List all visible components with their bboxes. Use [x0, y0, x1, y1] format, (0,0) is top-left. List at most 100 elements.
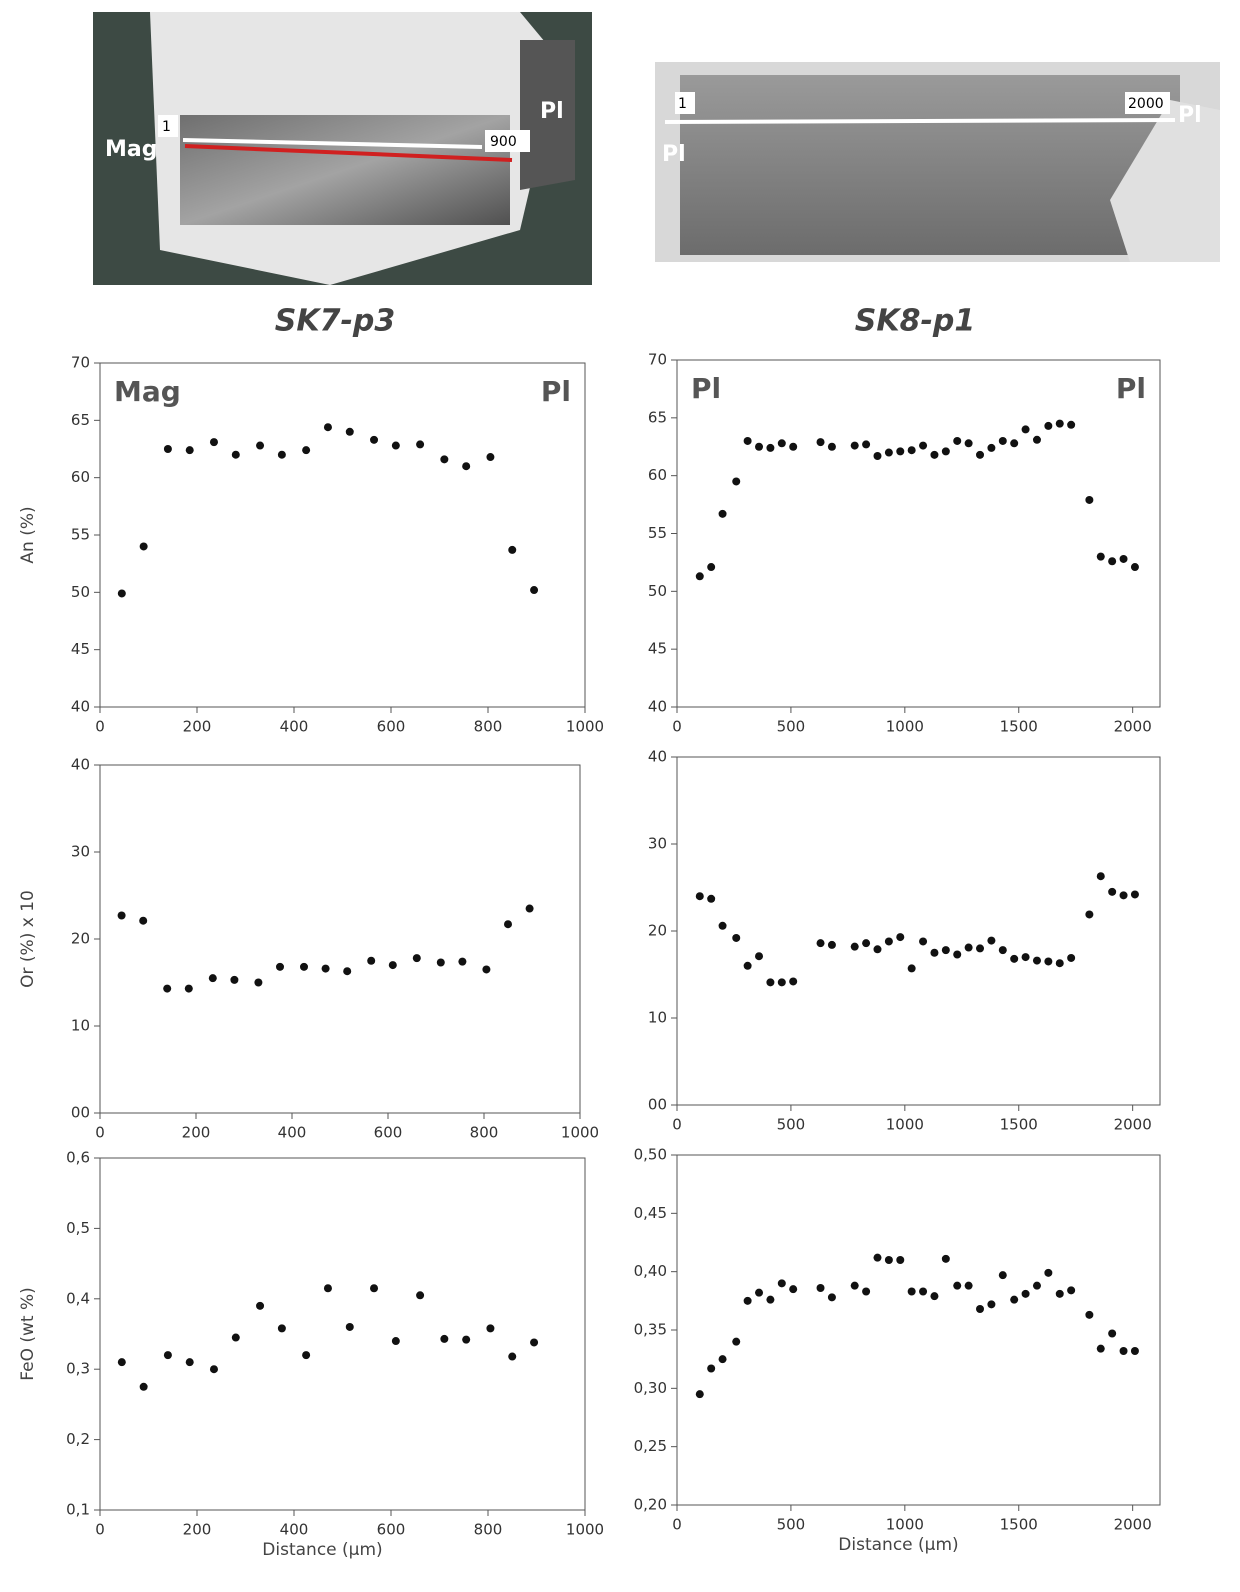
data-point — [230, 975, 239, 984]
data-point — [412, 954, 421, 963]
data-point — [1055, 419, 1064, 428]
y-tick-label: 40 — [648, 748, 667, 766]
data-point — [964, 439, 973, 448]
data-point — [1055, 1289, 1064, 1298]
data-point — [139, 1382, 148, 1391]
y-tick-label: 50 — [71, 583, 90, 601]
data-point — [777, 978, 786, 987]
y-tick-label: 0,20 — [634, 1496, 667, 1514]
data-point — [525, 904, 534, 913]
data-point — [1021, 953, 1030, 962]
x-tick-label: 0 — [672, 718, 682, 736]
y-tick-label: 0,1 — [66, 1501, 90, 1519]
x-tick-label: 400 — [280, 718, 309, 736]
data-point — [964, 943, 973, 952]
y-tick-label: 00 — [648, 1096, 667, 1114]
data-point — [743, 961, 752, 970]
data-point — [755, 1288, 764, 1297]
plot-frame — [676, 1154, 1161, 1506]
data-point — [941, 946, 950, 955]
data-point — [370, 435, 379, 444]
data-point — [789, 442, 798, 451]
data-point — [953, 1281, 962, 1290]
data-point — [256, 1301, 265, 1310]
data-point — [458, 957, 467, 966]
data-point — [277, 450, 286, 459]
data-point — [508, 545, 517, 554]
data-point — [302, 446, 311, 455]
data-point — [436, 958, 445, 967]
y-tick-label: 65 — [648, 408, 667, 426]
data-point — [919, 1287, 928, 1296]
x-tick-label: 1000 — [886, 1116, 924, 1134]
y-tick-label: 0,35 — [634, 1321, 667, 1339]
photo-label: Pl — [1178, 103, 1202, 128]
data-point — [185, 446, 194, 455]
data-point — [117, 1358, 126, 1367]
x-tick-label: 0 — [672, 1116, 682, 1134]
data-point — [930, 1292, 939, 1301]
data-point — [1108, 557, 1117, 566]
y-tick-label: 40 — [71, 698, 90, 716]
sample-title: SK7-p3 — [275, 304, 396, 339]
x-tick-label: 1000 — [886, 1516, 924, 1534]
x-tick-label: 1000 — [561, 1124, 599, 1142]
data-point — [732, 933, 741, 942]
data-point — [1010, 954, 1019, 963]
data-point — [1044, 957, 1053, 966]
x-tick-label: 200 — [183, 1521, 212, 1539]
data-point — [1130, 890, 1139, 899]
data-point — [718, 509, 727, 518]
data-point — [941, 447, 950, 456]
data-point — [884, 937, 893, 946]
data-point — [816, 438, 825, 447]
data-point — [755, 442, 764, 451]
data-point — [862, 440, 871, 449]
data-point — [486, 1324, 495, 1333]
y-axis-label: Or (%) x 10 — [18, 890, 38, 988]
data-point — [850, 1281, 859, 1290]
data-point — [323, 1284, 332, 1293]
y-tick-label: 20 — [648, 922, 667, 940]
data-point — [139, 916, 148, 925]
data-point — [789, 977, 798, 986]
annotation: Pl — [541, 375, 571, 408]
data-point — [1067, 420, 1076, 429]
data-point — [163, 984, 172, 993]
x-tick-label: 600 — [377, 1521, 406, 1539]
data-point — [1032, 956, 1041, 965]
data-point — [695, 892, 704, 901]
y-axis-label: FeO (wt %) — [18, 1287, 38, 1380]
data-point — [816, 1284, 825, 1292]
data-point — [1108, 887, 1117, 896]
data-point — [184, 984, 193, 993]
x-tick-label: 400 — [280, 1521, 309, 1539]
x-tick-label: 500 — [777, 718, 806, 736]
y-tick-label: 60 — [71, 468, 90, 486]
y-tick-label: 30 — [71, 843, 90, 861]
data-point — [530, 1338, 539, 1347]
data-point — [907, 964, 916, 973]
data-point — [953, 950, 962, 959]
photo-right — [655, 62, 1220, 262]
data-point — [1119, 1347, 1128, 1355]
data-point — [302, 1351, 311, 1360]
y-tick-label: 45 — [648, 640, 667, 658]
data-point — [367, 956, 376, 965]
data-point — [919, 441, 928, 450]
sample-title: SK8-p1 — [855, 304, 976, 339]
y-tick-label: 0,30 — [634, 1379, 667, 1397]
data-point — [896, 447, 905, 456]
photo-label: 1 — [678, 96, 687, 112]
data-point — [1085, 1310, 1094, 1319]
x-tick-label: 0 — [672, 1516, 682, 1534]
data-point — [482, 965, 491, 974]
data-point — [163, 445, 172, 453]
data-point — [816, 939, 825, 948]
data-point — [777, 439, 786, 448]
data-point — [321, 964, 330, 973]
plot-frame — [99, 1157, 586, 1511]
data-point — [117, 911, 126, 920]
data-point — [1067, 953, 1076, 962]
